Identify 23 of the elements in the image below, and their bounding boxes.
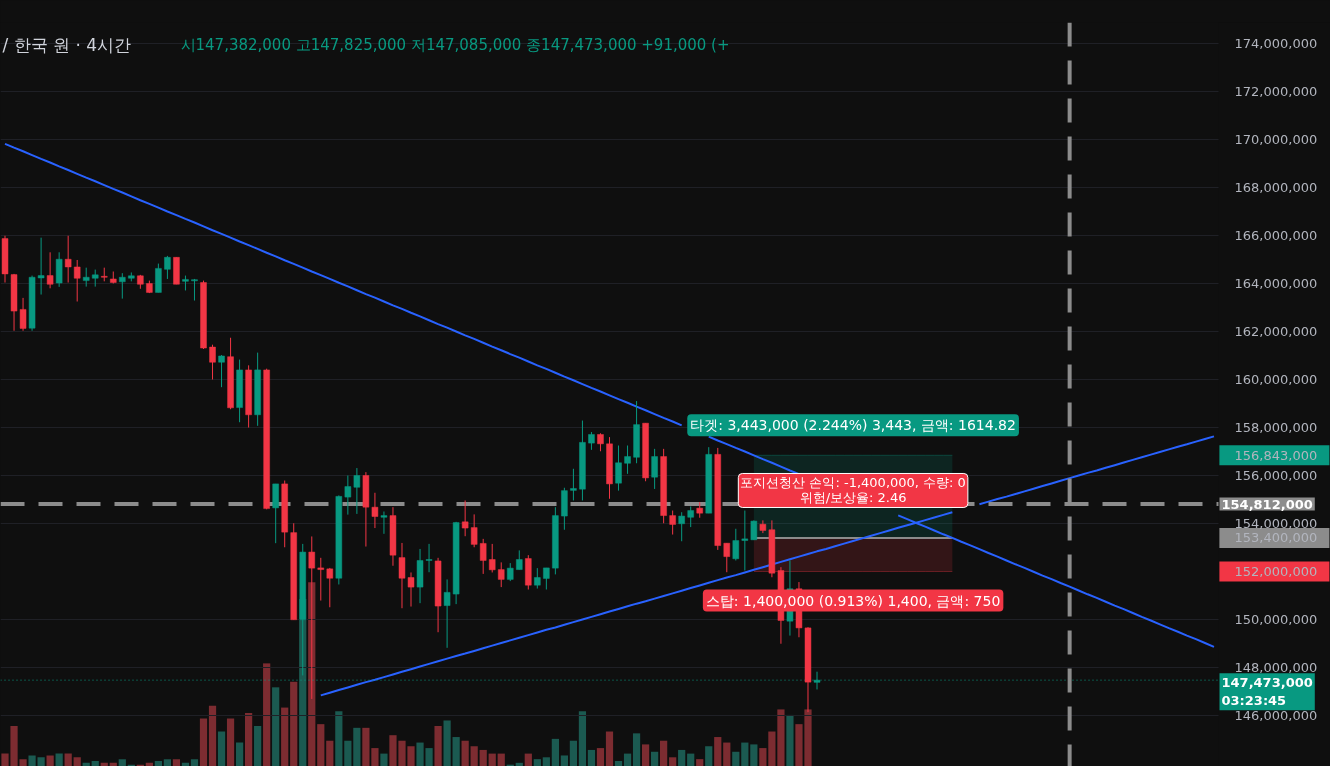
y-tick-label: 146,000,000 bbox=[1234, 708, 1318, 723]
y-tick-label: 156,843,000 bbox=[1234, 447, 1318, 463]
annotation: 타겟: 3,443,000 (2.244%) 3,443, 금액: 1614.82 bbox=[690, 417, 1016, 434]
y-tick-label: 166,000,000 bbox=[1234, 228, 1318, 243]
y-tick-label: 172,000,000 bbox=[1234, 84, 1318, 99]
y-tick-label: 174,000,000 bbox=[1234, 36, 1318, 51]
y-tick-label: 148,000,000 bbox=[1234, 660, 1318, 675]
y-tick-label: 160,000,000 bbox=[1234, 372, 1318, 387]
annotation: 스탑: 1,400,000 (0.913%) 1,400, 금액: 750 bbox=[705, 592, 1001, 609]
y-tick-label: 150,000,000 bbox=[1234, 612, 1318, 627]
annotation: 포지션청산 손익: -1,400,000, 수량: 0 위험/보상율: 2.46 bbox=[740, 475, 966, 506]
ref-line-label: 147,473,000 03:23:45 bbox=[1221, 675, 1313, 709]
y-tick-label: 156,000,000 bbox=[1234, 468, 1318, 483]
y-tick-label: 168,000,000 bbox=[1234, 180, 1318, 195]
y-tick-label: 158,000,000 bbox=[1234, 420, 1318, 435]
y-tick-label: 162,000,000 bbox=[1234, 324, 1318, 339]
ref-line-label: 154,812,000 bbox=[1221, 496, 1313, 512]
text: / 한국 원 · 4시간 bbox=[2, 34, 132, 55]
y-tick-label: 170,000,000 bbox=[1234, 132, 1318, 147]
y-tick-label: 164,000,000 bbox=[1234, 276, 1318, 291]
y-tick-label: 152,000,000 bbox=[1234, 564, 1318, 579]
text: 시147,382,000 고147,825,000 저147,085,000 종147,473,000 +91,000 (+ bbox=[180, 35, 730, 54]
y-tick-label: 154,000,000 bbox=[1234, 516, 1318, 531]
